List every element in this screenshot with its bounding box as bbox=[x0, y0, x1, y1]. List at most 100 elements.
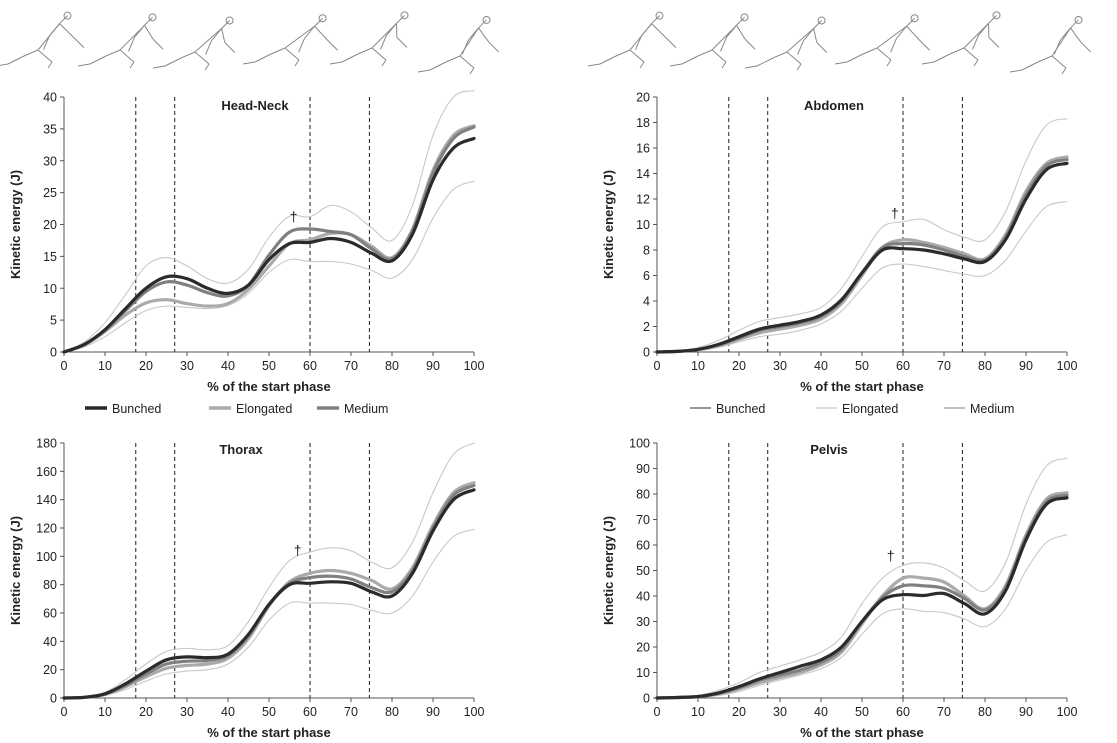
sprinter-stick-figure bbox=[834, 14, 930, 67]
stick-figure-head bbox=[225, 16, 234, 25]
stick-figure-segment bbox=[862, 47, 878, 55]
stick-figure-segment bbox=[813, 28, 818, 43]
stick-figure-segment bbox=[194, 28, 222, 53]
x-tick-label: 50 bbox=[855, 359, 869, 373]
stick-figure-segment bbox=[876, 47, 892, 61]
x-tick-label: 60 bbox=[303, 359, 317, 373]
y-tick-label: 8 bbox=[643, 244, 650, 258]
sprinter-stick-figure bbox=[329, 11, 409, 67]
y-axis-label: Kinetic energy (J) bbox=[8, 170, 23, 279]
stick-figure-segment bbox=[721, 61, 727, 69]
stick-figure-segment bbox=[972, 35, 979, 50]
x-tick-label: 40 bbox=[814, 705, 828, 719]
stick-figure-segment bbox=[396, 14, 405, 24]
y-tick-label: 90 bbox=[636, 462, 650, 476]
sd-upper-line bbox=[63, 90, 475, 353]
stick-figures-row-right bbox=[587, 11, 1092, 75]
stick-figure-segment bbox=[988, 14, 997, 24]
significance-dagger: † bbox=[891, 205, 899, 221]
stick-figure-segment bbox=[834, 61, 848, 65]
stick-figure-segment bbox=[1080, 41, 1092, 53]
y-tick-label: 0 bbox=[50, 692, 57, 706]
stick-figure-segment bbox=[756, 57, 774, 67]
y-tick-label: 100 bbox=[36, 550, 57, 564]
y-tick-label: 60 bbox=[43, 607, 57, 621]
stick-figure-segment bbox=[105, 49, 121, 57]
stick-figure-segment bbox=[152, 65, 166, 69]
x-tick-label: 50 bbox=[262, 359, 276, 373]
panel-title: Pelvis bbox=[810, 442, 848, 457]
stick-figure-head bbox=[148, 13, 157, 22]
legend-label-medium: Medium bbox=[344, 402, 388, 416]
stick-figure-segment bbox=[37, 49, 53, 63]
sprinter-stick-figure bbox=[242, 14, 338, 67]
stick-figure-segment bbox=[77, 63, 91, 67]
x-tick-label: 10 bbox=[98, 359, 112, 373]
stick-figure-segment bbox=[381, 59, 387, 67]
stick-figure-segment bbox=[949, 47, 965, 55]
y-axis-label: Kinetic energy (J) bbox=[601, 170, 616, 279]
series-bunched-line bbox=[62, 488, 476, 700]
stick-figure-head bbox=[318, 14, 327, 23]
stick-figure-head bbox=[1074, 15, 1083, 24]
y-tick-label: 0 bbox=[643, 692, 650, 706]
stick-figure-segment bbox=[468, 27, 479, 41]
y-tick-label: 20 bbox=[636, 91, 650, 105]
stick-figure-segment bbox=[204, 63, 210, 71]
stick-figure-segment bbox=[164, 57, 182, 67]
y-tick-label: 70 bbox=[636, 513, 650, 527]
stick-figure-segment bbox=[906, 17, 915, 27]
stick-figure-head bbox=[655, 11, 664, 20]
stick-figure-segment bbox=[1037, 55, 1053, 63]
stick-figure-segment bbox=[876, 25, 907, 49]
panel-title: Thorax bbox=[219, 442, 263, 457]
series-elongated-line bbox=[62, 124, 476, 354]
x-tick-label: 20 bbox=[732, 359, 746, 373]
stick-figure-segment bbox=[294, 59, 300, 67]
stick-figure-segment bbox=[221, 20, 230, 29]
stick-figure-segment bbox=[639, 61, 645, 69]
stick-figure-segment bbox=[152, 38, 164, 50]
stick-figure-segment bbox=[314, 25, 328, 41]
x-tick-label: 100 bbox=[464, 359, 485, 373]
x-tick-label: 30 bbox=[180, 359, 194, 373]
stick-figure-segment bbox=[205, 40, 213, 55]
stick-figure-segment bbox=[711, 24, 737, 51]
series-elongated-line bbox=[655, 491, 1069, 700]
stick-figure-segment bbox=[429, 61, 447, 71]
y-tick-label: 160 bbox=[36, 465, 57, 479]
stick-figure-segment bbox=[635, 35, 642, 50]
stick-figure-segment bbox=[641, 23, 652, 36]
x-tick-label: 20 bbox=[139, 359, 153, 373]
x-tick-label: 80 bbox=[978, 359, 992, 373]
sprinter-stick-figure bbox=[669, 13, 756, 69]
stick-figure-segment bbox=[134, 25, 145, 38]
x-axis-label: % of the start phase bbox=[207, 725, 331, 740]
stick-figure-segment bbox=[43, 35, 50, 50]
stick-figure-segment bbox=[459, 27, 479, 57]
series-medium-line bbox=[62, 125, 476, 354]
stick-figure-segment bbox=[386, 23, 397, 36]
stick-figure-segment bbox=[933, 53, 951, 63]
y-tick-label: 2 bbox=[643, 320, 650, 334]
stick-figure-segment bbox=[23, 49, 39, 57]
stick-figure-segment bbox=[744, 65, 758, 69]
sprinter-stick-figure bbox=[0, 11, 85, 69]
y-tick-label: 140 bbox=[36, 493, 57, 507]
stick-figure-segment bbox=[221, 28, 226, 43]
legend-label-elongated: Elongated bbox=[842, 402, 898, 416]
stick-figure-segment bbox=[629, 49, 645, 63]
stick-figure-segment bbox=[1070, 27, 1082, 43]
y-tick-label: 0 bbox=[50, 346, 57, 360]
chart-thorax: 0 20 40 60 80 100 120 140 160 180 0 10 20 30 40 50 60 70 8… bbox=[8, 437, 484, 741]
stick-figure-segment bbox=[417, 69, 431, 73]
stick-figure-segment bbox=[445, 55, 461, 63]
x-tick-label: 40 bbox=[814, 359, 828, 373]
sd-upper-line bbox=[656, 457, 1068, 699]
x-tick-label: 10 bbox=[691, 705, 705, 719]
stick-figure-segment bbox=[736, 16, 745, 26]
x-tick-label: 20 bbox=[732, 705, 746, 719]
stick-figure-segment bbox=[488, 41, 500, 53]
y-tick-label: 25 bbox=[43, 186, 57, 200]
y-tick-label: 30 bbox=[43, 154, 57, 168]
